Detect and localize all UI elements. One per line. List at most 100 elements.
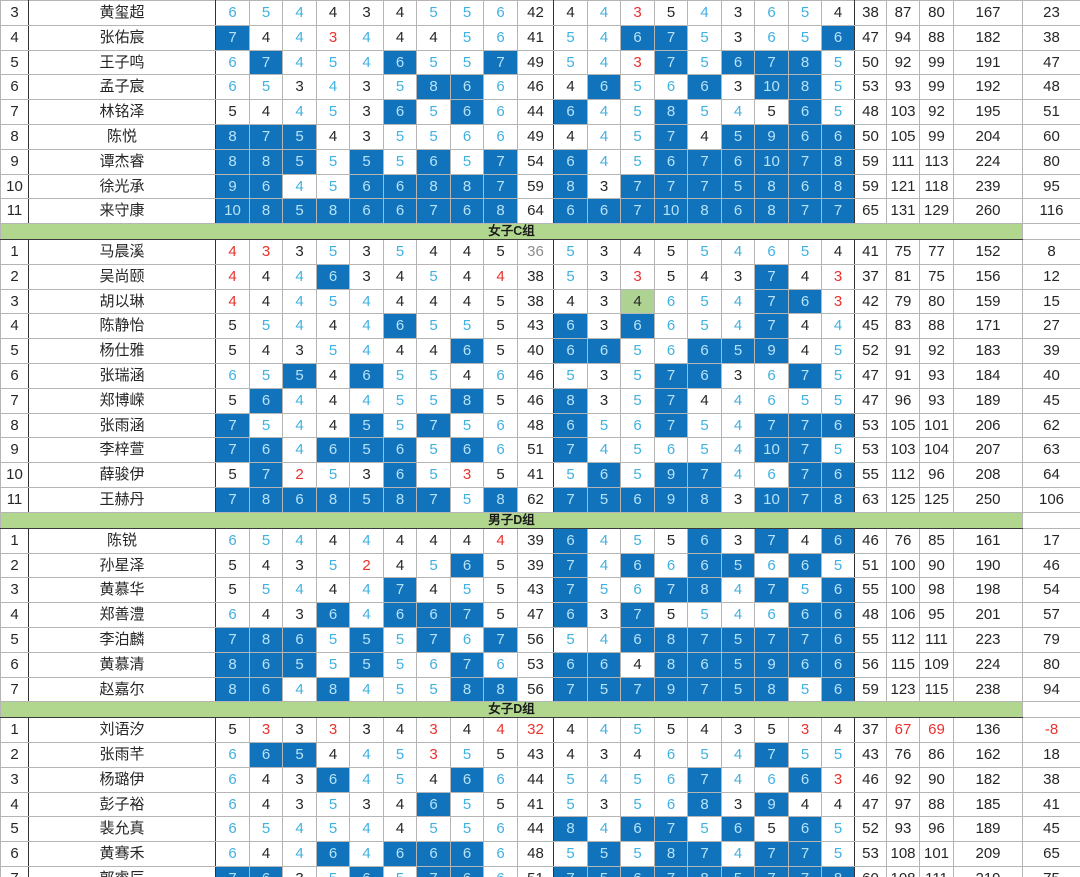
rank-cell: 7 xyxy=(0,866,29,877)
round1-total-cell: 123 xyxy=(886,676,920,703)
hole-14-score-cell: 8 xyxy=(687,577,722,604)
player-name-cell: 薛骏伊 xyxy=(28,462,216,489)
hole-7-score-cell: 4 xyxy=(416,338,451,365)
hole-15-score-cell: 4 xyxy=(721,841,755,868)
player-row: 3 胡以琳 4 4 4 5 4 4 4 4 5 38 4 3 4 6 5 4 7 6 3 42 79 80 159 15 xyxy=(0,288,1080,315)
hole-4-score-cell: 4 xyxy=(316,313,350,340)
hole-14-score-cell: 8 xyxy=(687,487,722,513)
hole-15-score-cell: 3 xyxy=(721,74,755,101)
hole-15-score-cell: 4 xyxy=(721,577,755,604)
round2-total-cell: 95 xyxy=(919,602,954,628)
hole-3-score-cell: 3 xyxy=(282,552,317,579)
hole-9-score-cell: 6 xyxy=(483,24,518,51)
hole-9-score-cell: 5 xyxy=(483,742,518,768)
hole-10-score-cell: 7 xyxy=(553,487,588,513)
hole-2-score-cell: 5 xyxy=(249,816,283,843)
hole-7-score-cell: 5 xyxy=(416,816,451,843)
hole-18-score-cell: 8 xyxy=(821,173,855,200)
hole-6-score-cell: 6 xyxy=(383,99,417,125)
hole-6-score-cell: 5 xyxy=(383,676,417,703)
hole-15-score-cell: 4 xyxy=(721,602,755,628)
hole-10-score-cell: 5 xyxy=(553,239,588,265)
grand-total-cell: 239 xyxy=(953,173,1023,200)
hole-5-score-cell: 5 xyxy=(349,148,384,175)
hole-11-score-cell: 3 xyxy=(587,263,621,290)
player-row: 5 王子鸣 6 7 4 5 4 6 5 5 7 49 5 4 3 7 5 6 7 8 5 50 92 99 191 47 xyxy=(0,49,1080,76)
hole-8-score-cell: 5 xyxy=(450,487,484,513)
in-total-cell: 47 xyxy=(854,791,887,818)
hole-17-score-cell: 7 xyxy=(788,363,822,389)
hole-17-score-cell: 4 xyxy=(788,263,822,290)
hole-5-score-cell: 3 xyxy=(349,99,384,125)
to-par-cell: 94 xyxy=(1022,676,1080,703)
hole-5-score-cell: 4 xyxy=(349,577,384,604)
to-par-cell: 80 xyxy=(1022,651,1080,678)
hole-4-score-cell: 4 xyxy=(316,74,350,101)
in-total-cell: 47 xyxy=(854,24,887,51)
hole-6-score-cell: 5 xyxy=(383,626,417,653)
hole-14-score-cell: 7 xyxy=(687,766,722,793)
hole-3-score-cell: 3 xyxy=(282,602,317,628)
grand-total-cell: 207 xyxy=(953,437,1023,464)
hole-2-score-cell: 6 xyxy=(249,866,283,877)
hole-8-score-cell: 6 xyxy=(450,841,484,868)
hole-13-score-cell: 8 xyxy=(654,626,688,653)
rank-cell: 10 xyxy=(0,462,29,489)
hole-10-score-cell: 7 xyxy=(553,577,588,604)
hole-9-score-cell: 6 xyxy=(483,651,518,678)
hole-11-score-cell: 4 xyxy=(587,0,621,26)
hole-16-score-cell: 6 xyxy=(754,0,789,26)
hole-8-score-cell: 6 xyxy=(450,99,484,125)
hole-2-score-cell: 3 xyxy=(249,239,283,265)
hole-15-score-cell: 6 xyxy=(721,198,755,225)
hole-15-score-cell: 5 xyxy=(721,338,755,365)
hole-11-score-cell: 4 xyxy=(587,437,621,464)
hole-14-score-cell: 4 xyxy=(687,0,722,26)
hole-16-score-cell: 7 xyxy=(754,841,789,868)
hole-12-score-cell: 4 xyxy=(620,742,655,768)
grand-total-cell: 161 xyxy=(953,527,1023,554)
hole-12-score-cell: 5 xyxy=(620,717,655,744)
to-par-cell: 75 xyxy=(1022,866,1080,877)
hole-16-score-cell: 5 xyxy=(754,717,789,744)
hole-2-score-cell: 7 xyxy=(249,462,283,489)
to-par-cell: 45 xyxy=(1022,387,1080,414)
out-total-cell: 49 xyxy=(517,49,554,76)
hole-6-score-cell: 4 xyxy=(383,0,417,26)
out-total-cell: 62 xyxy=(517,487,554,513)
hole-4-score-cell: 3 xyxy=(316,717,350,744)
out-total-cell: 56 xyxy=(517,676,554,703)
out-total-cell: 56 xyxy=(517,626,554,653)
hole-1-score-cell: 6 xyxy=(215,363,250,389)
hole-18-score-cell: 4 xyxy=(821,313,855,340)
hole-10-score-cell: 5 xyxy=(553,263,588,290)
player-row: 6 黄骞禾 6 4 4 6 4 6 6 6 6 48 5 5 5 8 7 4 7 7 5 53 108 101 209 65 xyxy=(0,841,1080,868)
hole-7-score-cell: 7 xyxy=(416,866,451,877)
hole-7-score-cell: 5 xyxy=(416,49,451,76)
player-row: 1 马晨溪 4 3 3 5 3 5 4 4 5 36 5 3 4 5 5 4 6 5 4 41 75 77 152 8 xyxy=(0,239,1080,265)
hole-16-score-cell: 6 xyxy=(754,766,789,793)
hole-12-score-cell: 7 xyxy=(620,676,655,703)
hole-17-score-cell: 4 xyxy=(788,527,822,554)
player-row: 3 黄慕华 5 5 4 4 4 7 4 5 5 43 7 5 6 7 8 4 7 5 6 55 100 98 198 54 xyxy=(0,577,1080,604)
rank-cell: 4 xyxy=(0,602,29,628)
hole-18-score-cell: 5 xyxy=(821,387,855,414)
round1-total-cell: 76 xyxy=(886,527,920,554)
hole-13-score-cell: 6 xyxy=(654,148,688,175)
hole-3-score-cell: 5 xyxy=(282,742,317,768)
hole-3-score-cell: 4 xyxy=(282,816,317,843)
rank-cell: 3 xyxy=(0,288,29,315)
hole-7-score-cell: 5 xyxy=(416,313,451,340)
hole-17-score-cell: 7 xyxy=(788,841,822,868)
hole-14-score-cell: 5 xyxy=(687,313,722,340)
to-par-cell: 80 xyxy=(1022,148,1080,175)
in-total-cell: 63 xyxy=(854,487,887,513)
hole-8-score-cell: 6 xyxy=(450,198,484,225)
round2-total-cell: 99 xyxy=(919,74,954,101)
hole-4-score-cell: 6 xyxy=(316,766,350,793)
hole-7-score-cell: 4 xyxy=(416,577,451,604)
rank-cell: 2 xyxy=(0,263,29,290)
hole-5-score-cell: 5 xyxy=(349,651,384,678)
hole-18-score-cell: 5 xyxy=(821,742,855,768)
hole-13-score-cell: 7 xyxy=(654,866,688,877)
